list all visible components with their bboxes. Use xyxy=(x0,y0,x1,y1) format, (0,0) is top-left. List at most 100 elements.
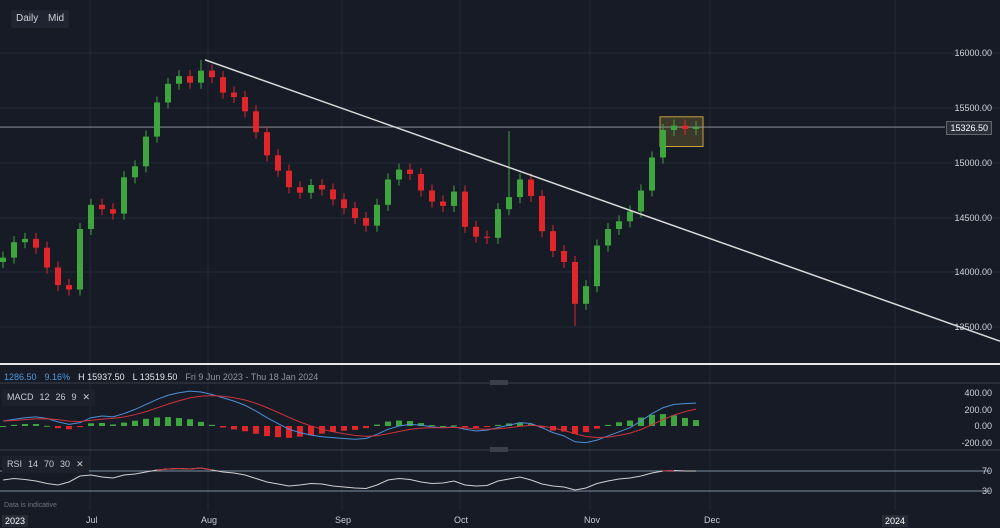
candle-body xyxy=(275,155,281,171)
candle-body xyxy=(121,177,127,214)
candle-body xyxy=(33,238,39,248)
rsi-overbought-segment xyxy=(189,467,202,470)
close-icon[interactable]: ✕ xyxy=(76,459,84,469)
macd-histogram-bar xyxy=(220,426,226,428)
macd-histogram-bar xyxy=(99,422,105,426)
candle-body xyxy=(242,97,248,112)
macd-histogram-bar xyxy=(649,414,655,426)
x-axis-label: Aug xyxy=(201,515,218,525)
candle-body xyxy=(154,102,160,137)
candle-body xyxy=(539,196,545,232)
macd-param: 26 xyxy=(55,392,66,402)
candle-body xyxy=(638,190,644,212)
change-percent: 9.16% xyxy=(44,372,71,382)
candle-body xyxy=(517,179,523,198)
candle-body xyxy=(418,174,424,191)
candle-body xyxy=(451,191,457,206)
macd-histogram-bar xyxy=(264,426,270,437)
macd-histogram-bar xyxy=(286,426,292,438)
macd-histogram-bar xyxy=(605,424,611,426)
candle-body xyxy=(88,204,94,229)
candle-body xyxy=(385,179,391,205)
candle-body xyxy=(330,189,336,200)
price-axis-label: 14000.00 xyxy=(954,267,992,277)
candle-body xyxy=(22,238,28,243)
candle-body xyxy=(550,231,556,251)
x-axis-label: Jul xyxy=(86,515,98,525)
macd-histogram-bar xyxy=(187,419,193,426)
price-axis-label: 15500.00 xyxy=(954,103,992,113)
pane-resize-handle xyxy=(490,447,508,452)
candle-body xyxy=(341,199,347,209)
macd-histogram-bar xyxy=(11,424,17,426)
x-axis-label: 2023 xyxy=(2,515,29,527)
macd-histogram-bar xyxy=(330,426,336,432)
candle-body xyxy=(352,208,358,218)
macd-histogram-bar xyxy=(396,420,402,426)
candle-body xyxy=(165,83,171,103)
macd-histogram-bar xyxy=(253,426,259,434)
macd-histogram-bar xyxy=(132,420,138,426)
macd-histogram-bar xyxy=(693,420,699,426)
candle-body xyxy=(198,70,204,83)
price-axis-label: 15000.00 xyxy=(954,158,992,168)
candle-body xyxy=(528,179,534,196)
candle-body xyxy=(484,236,490,238)
macd-histogram-bar xyxy=(308,426,314,436)
macd-histogram-bar xyxy=(385,421,391,426)
macd-histogram-bar xyxy=(594,426,600,429)
interval-button[interactable]: Daily xyxy=(11,10,44,28)
macd-histogram-bar xyxy=(374,424,380,426)
candle-body xyxy=(495,209,501,238)
rsi-name: RSI xyxy=(7,459,23,469)
macd-histogram-bar xyxy=(473,426,479,429)
macd-histogram-bar xyxy=(583,426,589,433)
rsi-param: 70 xyxy=(44,459,55,469)
candle-body xyxy=(374,204,380,226)
change-value: 1286.50 xyxy=(4,372,37,382)
macd-histogram-bar xyxy=(539,426,545,428)
macd-line xyxy=(2,390,697,444)
rsi-overbought-segment xyxy=(178,468,191,470)
price-axis-label: 16000.00 xyxy=(954,48,992,58)
rsi-param: 14 xyxy=(28,459,39,469)
rsi-axis-label: 30 xyxy=(981,486,992,496)
macd-histogram-bar xyxy=(231,426,237,430)
candle-body xyxy=(462,191,468,227)
candle-body xyxy=(627,211,633,222)
candle-body xyxy=(77,229,83,290)
macd-histogram-bar xyxy=(682,417,688,426)
macd-histogram-bar xyxy=(0,426,6,427)
macd-histogram-bar xyxy=(242,426,248,432)
candle-body xyxy=(44,247,50,268)
macd-axis-label: 0.00 xyxy=(974,421,992,431)
resistance-zone xyxy=(659,116,704,148)
candle-body xyxy=(407,169,413,174)
candle-body xyxy=(176,76,182,84)
macd-histogram-bar xyxy=(418,423,424,426)
x-axis-label: Oct xyxy=(454,515,469,525)
rsi-overbought-segment xyxy=(662,470,675,472)
macd-histogram-bar xyxy=(33,424,39,426)
macd-histogram-bar xyxy=(55,426,61,429)
macd-histogram-bar xyxy=(561,426,567,432)
macd-histogram-bar xyxy=(22,424,28,426)
macd-histogram-bar xyxy=(341,426,347,431)
candle-body xyxy=(583,286,589,304)
x-axis-label: Dec xyxy=(704,515,721,525)
macd-legend: MACD 12 26 9 ✕ xyxy=(2,389,96,406)
candle-body xyxy=(11,242,17,258)
candle-body xyxy=(649,157,655,191)
macd-histogram-bar xyxy=(297,426,303,437)
candle-body xyxy=(572,262,578,304)
macd-histogram-bar xyxy=(319,426,325,434)
close-icon[interactable]: ✕ xyxy=(82,392,91,402)
macd-histogram-bar xyxy=(363,426,369,429)
candle-body xyxy=(473,226,479,237)
rsi-legend: RSI 14 70 30 ✕ xyxy=(2,456,89,473)
pane-resize-handle xyxy=(490,380,508,385)
price-type-button[interactable]: Mid xyxy=(43,10,70,28)
candle-body xyxy=(209,70,215,78)
x-axis-label: Sep xyxy=(335,515,352,525)
